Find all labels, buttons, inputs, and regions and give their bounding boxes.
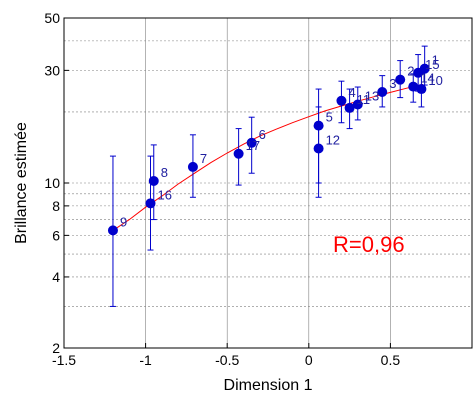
data-point-13 — [352, 99, 363, 110]
point-label-15: 15 — [425, 57, 439, 72]
y-tick-label-1: 4 — [52, 269, 60, 285]
data-point-5 — [313, 120, 324, 131]
point-label-4: 4 — [348, 85, 355, 100]
point-label-16: 16 — [157, 187, 171, 202]
data-point-17 — [233, 148, 244, 159]
data-point-2 — [395, 74, 406, 85]
point-label-9: 9 — [120, 214, 127, 229]
x-tick-label-4: 0.5 — [381, 352, 401, 368]
y-tick-label-5: 30 — [44, 62, 60, 78]
data-point-3 — [377, 86, 388, 97]
point-label-10: 10 — [428, 73, 442, 88]
data-point-7 — [187, 161, 198, 172]
y-tick-labels: 2 4 6 8 10 30 50 — [44, 10, 60, 356]
data-point-9 — [107, 225, 118, 236]
x-tick-label-3: 0 — [305, 352, 313, 368]
y-tick-label-4: 10 — [44, 175, 60, 191]
grid — [64, 18, 472, 348]
correlation-annotation: R=0,96 — [333, 232, 405, 257]
data-point-8 — [148, 175, 159, 186]
point-label-5: 5 — [326, 110, 333, 125]
y-tick-label-6: 50 — [44, 10, 60, 26]
x-tick-label-1: -1 — [139, 352, 152, 368]
x-tick-labels: -1.5 -1 -0.5 0 0.5 — [52, 352, 400, 368]
y-axis-label: Brillance estimée — [13, 122, 30, 244]
data-points — [107, 63, 430, 236]
x-tick-label-0: -1.5 — [52, 352, 76, 368]
point-label-1: 1 — [432, 53, 439, 68]
point-label-13: 13 — [365, 89, 379, 104]
point-label-12: 12 — [326, 133, 340, 148]
point-label-3: 3 — [389, 76, 396, 91]
point-label-14: 14 — [420, 71, 434, 86]
axis-ticks — [63, 17, 391, 349]
point-label-17: 17 — [246, 138, 260, 153]
data-point-12 — [313, 143, 324, 154]
data-point-16 — [145, 198, 156, 209]
y-tick-label-3: 8 — [52, 198, 60, 214]
data-point-4 — [336, 95, 347, 106]
data-point-10 — [416, 84, 427, 95]
x-tick-label-2: -0.5 — [215, 352, 239, 368]
y-tick-label-2: 6 — [52, 227, 60, 243]
point-label-7: 7 — [200, 151, 207, 166]
x-axis-label: Dimension 1 — [224, 377, 313, 394]
data-point-1 — [419, 63, 430, 74]
point-label-8: 8 — [161, 165, 168, 180]
point-label-11: 11 — [357, 92, 371, 107]
point-label-6: 6 — [259, 127, 266, 142]
data-point-6 — [246, 137, 257, 148]
fit-curve — [112, 83, 424, 231]
data-point-11 — [344, 102, 355, 113]
y-tick-label-0: 2 — [52, 340, 60, 356]
point-label-2: 2 — [407, 64, 414, 79]
data-point-14 — [408, 81, 419, 92]
error-bar-5 — [315, 88, 322, 184]
